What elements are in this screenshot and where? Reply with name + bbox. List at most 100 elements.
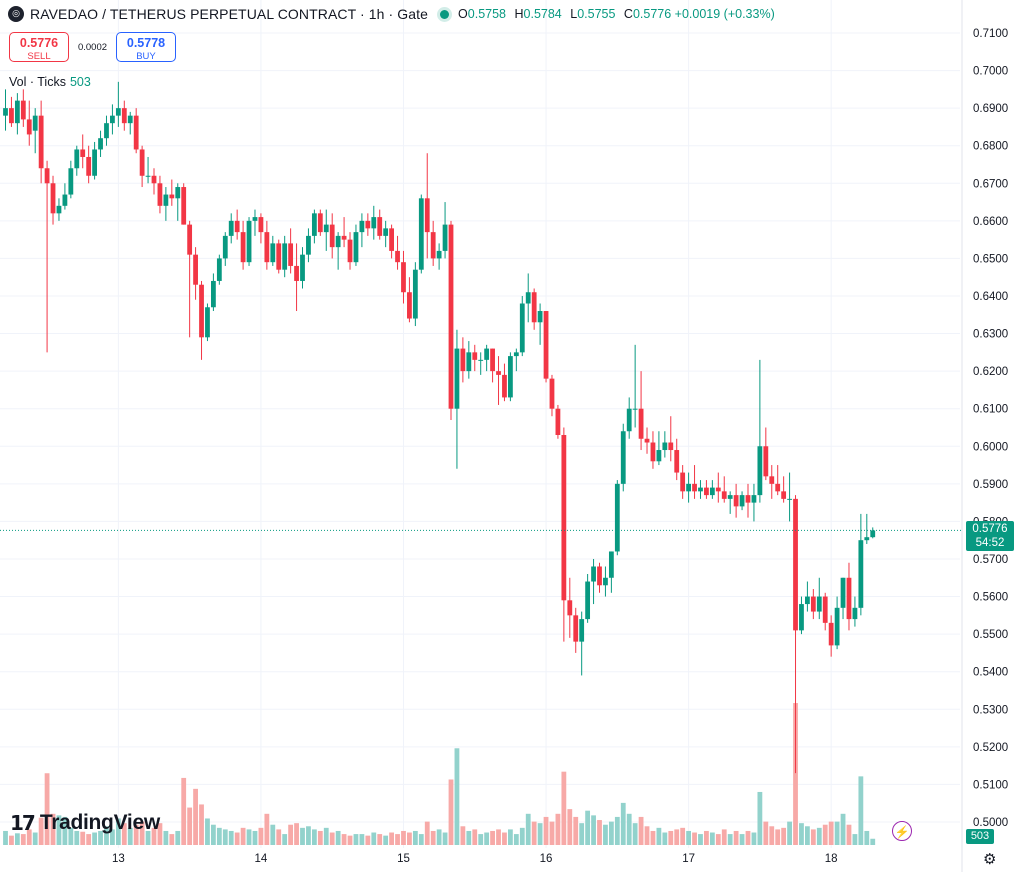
volume-bar <box>139 821 145 845</box>
candle <box>715 472 721 503</box>
candle <box>549 374 555 417</box>
volume-bar <box>228 830 234 845</box>
candle-body <box>567 600 573 616</box>
volume-bar <box>858 776 864 845</box>
candle-body <box>32 115 38 131</box>
candle <box>484 344 490 372</box>
volume-bar <box>573 816 579 845</box>
candle <box>193 247 198 300</box>
candle <box>222 232 228 266</box>
y-tick-label: 0.5600 <box>973 592 1008 604</box>
y-tick-label: 0.6000 <box>973 441 1008 453</box>
candle <box>311 209 317 244</box>
candle <box>50 175 56 225</box>
candle-body <box>436 250 442 259</box>
candle <box>858 513 864 616</box>
candle <box>454 329 460 469</box>
volume-bar <box>395 834 400 845</box>
candle <box>460 337 466 383</box>
volume-bar <box>644 826 650 845</box>
volume-bar <box>614 816 620 845</box>
y-tick-label: 0.6700 <box>973 178 1008 190</box>
lightning-icon[interactable]: ⚡ <box>892 821 912 841</box>
candle-body <box>175 187 181 199</box>
candle <box>502 363 507 402</box>
market-status-icon[interactable] <box>440 9 450 19</box>
candle <box>496 356 501 405</box>
candle-body <box>311 213 317 236</box>
volume-bar <box>436 829 442 845</box>
low-value: 0.5755 <box>577 7 616 21</box>
volume-bar <box>347 835 353 845</box>
volume-bar <box>822 824 828 845</box>
volume-bar <box>543 816 549 845</box>
volume-bar <box>359 834 365 845</box>
candle <box>537 303 543 345</box>
chart-grid <box>0 0 960 848</box>
candle-body <box>193 254 198 285</box>
volume-bar <box>561 771 567 845</box>
sell-button[interactable]: 0.5776 SELL <box>9 32 69 62</box>
candle <box>211 273 216 312</box>
x-tick-label: 16 <box>540 853 553 865</box>
candle <box>864 513 870 544</box>
buy-price: 0.5778 <box>126 36 166 50</box>
volume-bar <box>555 813 561 845</box>
candle-body <box>228 220 234 236</box>
symbol-title[interactable]: RAVEDAO / TETHERUS PERPETUAL CONTRACT · … <box>30 6 429 22</box>
y-tick-label: 0.5200 <box>973 742 1008 754</box>
candle <box>793 495 798 774</box>
volume-bar <box>769 826 775 845</box>
y-tick-label: 0.7100 <box>973 28 1008 40</box>
volume-bar <box>864 830 870 845</box>
candle-body <box>216 258 222 281</box>
volume-bar <box>300 827 305 845</box>
ravedao-logo-icon: ◎ <box>8 6 24 22</box>
volume-bar <box>597 820 602 845</box>
buy-button[interactable]: 0.5778 BUY <box>116 32 176 62</box>
candle <box>834 596 840 650</box>
candle-body <box>757 446 763 496</box>
candle <box>769 465 775 499</box>
volume-bar <box>216 827 222 845</box>
candle <box>252 209 258 236</box>
volume-bar <box>389 832 394 845</box>
volume-bar <box>383 835 389 845</box>
candle-body <box>371 217 377 229</box>
volume-bar <box>448 779 454 845</box>
tradingview-logo[interactable]: 17 TradingView <box>10 811 160 835</box>
volume-bar <box>264 813 270 845</box>
x-tick-label: 15 <box>397 853 410 865</box>
y-tick-label: 0.6300 <box>973 329 1008 341</box>
settings-gear-icon[interactable]: ⚙ <box>983 851 997 868</box>
candle-body <box>68 168 74 195</box>
candle-body <box>692 483 697 492</box>
candle <box>157 175 163 214</box>
volume-bar <box>704 830 709 845</box>
candle <box>14 93 20 135</box>
candle-body <box>733 495 739 507</box>
candle <box>86 145 92 184</box>
y-tick-label: 0.7000 <box>973 66 1008 78</box>
candle <box>513 348 519 372</box>
volume-bar <box>638 816 644 845</box>
candle <box>3 89 8 131</box>
ohlc-legend: O0.5758 H0.5784 L0.5755 C0.5776 +0.0019 … <box>458 7 775 21</box>
y-tick-label: 0.6800 <box>973 141 1008 153</box>
candle-body <box>793 498 798 631</box>
volume-bar <box>793 703 798 845</box>
candle-body <box>579 619 585 642</box>
volume-legend[interactable]: Vol · Ticks 503 <box>9 75 91 89</box>
candle-body <box>460 348 466 372</box>
candle <box>436 243 442 270</box>
candle-body <box>870 530 876 538</box>
y-tick-label: 0.6900 <box>973 103 1008 115</box>
y-tick-label: 0.5300 <box>973 704 1008 716</box>
candle <box>644 427 650 454</box>
candle <box>567 577 573 638</box>
volume-bar <box>608 821 614 845</box>
candle <box>620 423 626 492</box>
candle <box>418 194 424 274</box>
volume-bar <box>662 832 668 845</box>
